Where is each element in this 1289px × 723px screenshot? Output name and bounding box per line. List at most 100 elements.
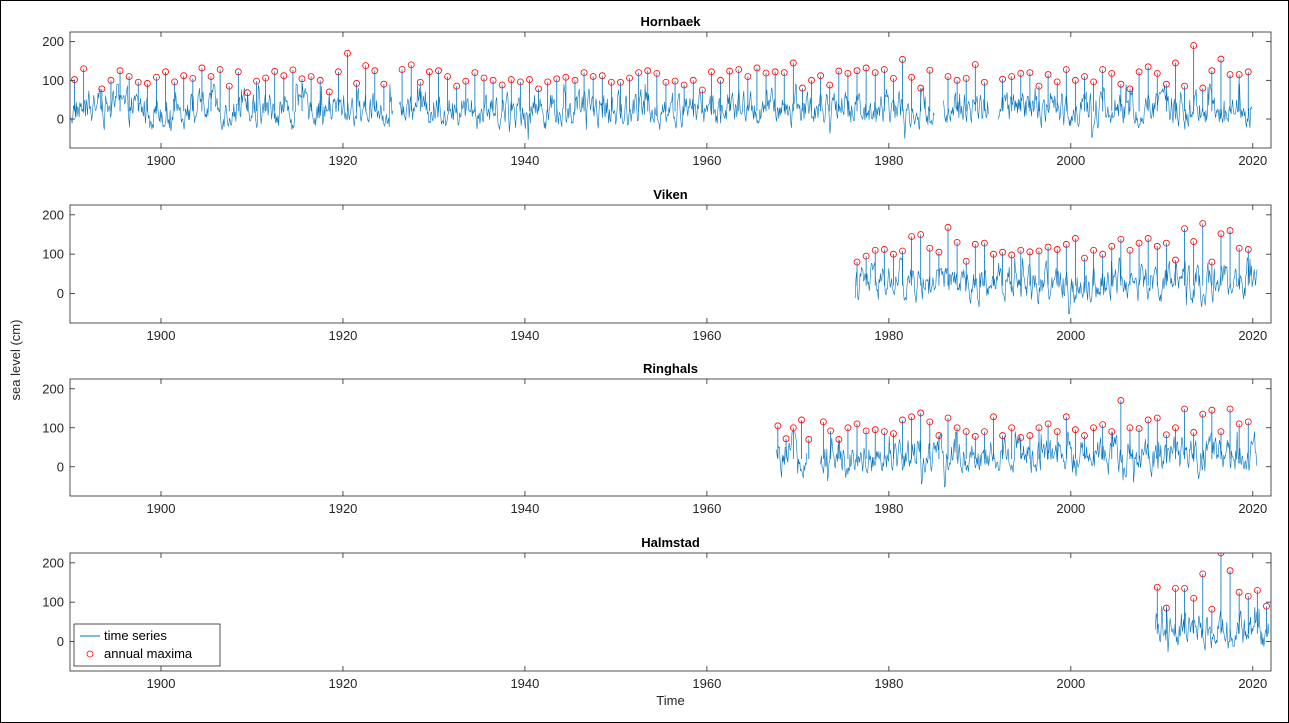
annual-maximum-point bbox=[1135, 68, 1143, 76]
annual-maximum-point bbox=[1117, 397, 1125, 404]
annual-maximum-point bbox=[1244, 418, 1252, 426]
annual-maximum-point bbox=[1071, 426, 1079, 434]
annual-maximum-point bbox=[1190, 594, 1198, 602]
annual-maximum-point bbox=[1099, 421, 1107, 429]
y-tick-label: 0 bbox=[57, 112, 64, 127]
annual-maximum-point bbox=[899, 56, 906, 63]
legend-entry-annual-maxima: annual maxima bbox=[104, 646, 193, 661]
annual-maximum-point bbox=[1035, 424, 1043, 432]
annual-maximum-point bbox=[1172, 424, 1179, 432]
annual-maximum-point bbox=[771, 68, 779, 76]
annual-maximum-point bbox=[98, 85, 106, 93]
annual-maximum-point bbox=[953, 76, 961, 84]
annual-maximum-point bbox=[307, 73, 315, 80]
annual-maximum-point bbox=[398, 66, 406, 73]
annual-maximum-point bbox=[416, 78, 424, 86]
annual-maximum-point bbox=[1244, 246, 1252, 253]
annual-maximum-point bbox=[489, 76, 497, 84]
annual-maximum-point bbox=[862, 64, 870, 72]
annual-maximum-point bbox=[1199, 220, 1207, 227]
annual-maximum-point bbox=[225, 82, 233, 90]
annual-maximum-point bbox=[289, 66, 297, 74]
annual-maximum-point bbox=[1090, 424, 1097, 432]
x-tick-label: 1960 bbox=[692, 328, 721, 343]
annual-maximum-point bbox=[1217, 230, 1225, 238]
annual-maximum-point bbox=[535, 85, 542, 93]
annual-maximum-point bbox=[1062, 240, 1070, 248]
legend-entry-time-series: time series bbox=[104, 628, 167, 643]
axes-box bbox=[69, 378, 1272, 497]
annual-maximum-point bbox=[753, 64, 761, 72]
annual-maximum-point bbox=[1026, 69, 1034, 76]
annual-maximum-point bbox=[635, 69, 643, 76]
annual-maximum-point bbox=[862, 427, 870, 435]
x-tick-label: 1900 bbox=[147, 501, 176, 516]
panel-ringhals: 0 100 200 1900 1920 1940 1960 1980 2000 2020 Ringh… bbox=[42, 361, 1272, 516]
legend-box bbox=[73, 623, 221, 667]
annual-maximum-point bbox=[935, 432, 943, 439]
annual-maximum-point bbox=[453, 82, 461, 90]
x-tick-label: 1920 bbox=[328, 501, 357, 516]
axes-box bbox=[69, 204, 1272, 324]
annual-maximum-point bbox=[1008, 424, 1016, 432]
legend-marker-swatch bbox=[86, 650, 94, 658]
x-tick-label: 2000 bbox=[1056, 153, 1085, 168]
annual-maximum-point bbox=[1235, 588, 1243, 596]
x-tick-label: 2000 bbox=[1056, 328, 1085, 343]
annual-maximum-point bbox=[744, 73, 752, 80]
y-tick-label: 0 bbox=[57, 634, 64, 649]
annual-maximum-point bbox=[526, 76, 533, 83]
annual-maximum-point bbox=[1226, 405, 1234, 413]
annual-maximum-point bbox=[926, 418, 934, 426]
x-tick-label: 2020 bbox=[1238, 676, 1267, 691]
annual-maximum-point bbox=[1162, 431, 1170, 439]
annual-maximum-point bbox=[990, 250, 997, 258]
x-tick-label: 2000 bbox=[1056, 501, 1085, 516]
annual-maximum-point bbox=[1172, 585, 1179, 592]
annual-maximum-point bbox=[717, 76, 724, 84]
annual-maximum-point bbox=[1226, 567, 1234, 575]
annual-maximum-point bbox=[335, 68, 342, 76]
annual-maximum-point bbox=[1244, 68, 1252, 76]
panel-halmstad: 0 100 200 1900 1920 1940 1960 1980 2000 2020 Halms… bbox=[42, 535, 1272, 708]
annual-maximum-point bbox=[926, 66, 934, 74]
annual-maximum-point bbox=[835, 67, 843, 75]
annual-maximum-point bbox=[662, 78, 670, 86]
y-tick-label: 100 bbox=[42, 73, 64, 88]
annual-maximum-point bbox=[589, 73, 597, 80]
annual-maximum-point bbox=[1181, 225, 1188, 233]
annual-maximum-point bbox=[1235, 71, 1243, 78]
panel-title: Ringhals bbox=[643, 361, 698, 376]
annual-maximum-point bbox=[774, 422, 782, 430]
annual-maximum-point bbox=[1099, 250, 1107, 258]
x-tick-label: 1900 bbox=[147, 676, 176, 691]
y-tick-label: 200 bbox=[42, 555, 64, 570]
annual-maximum-point bbox=[1244, 592, 1252, 600]
annual-maximum-point bbox=[835, 436, 843, 443]
annual-maximum-point bbox=[990, 413, 997, 421]
annual-maximum-point bbox=[780, 69, 788, 76]
annual-maximum-point bbox=[999, 248, 1006, 256]
annual-maximum-point bbox=[1190, 429, 1198, 436]
annual-maximum-point bbox=[1081, 432, 1088, 439]
annual-maximum-point bbox=[371, 67, 379, 75]
annual-maximum-point bbox=[1135, 425, 1143, 432]
annual-maximum-point bbox=[899, 247, 906, 255]
annual-maximum-point bbox=[782, 435, 790, 443]
x-tick-label: 2000 bbox=[1056, 676, 1085, 691]
time-series-line bbox=[1155, 606, 1270, 653]
annual-maximum-point bbox=[1253, 586, 1261, 594]
annual-maximum-point bbox=[1099, 66, 1107, 73]
annual-maximum-point bbox=[908, 413, 916, 421]
x-tick-label: 1900 bbox=[147, 153, 176, 168]
annual-maximum-point bbox=[1153, 242, 1161, 250]
annual-maximum-point bbox=[1208, 605, 1216, 613]
annual-maximum-point bbox=[553, 75, 561, 83]
annual-maximum-point bbox=[407, 61, 415, 69]
annual-maximum-point bbox=[544, 78, 552, 86]
annual-maximum-point bbox=[805, 436, 813, 443]
annual-maximum-point bbox=[1226, 227, 1234, 234]
annual-maximum-point bbox=[789, 59, 797, 67]
annual-maximum-point bbox=[1208, 406, 1216, 414]
